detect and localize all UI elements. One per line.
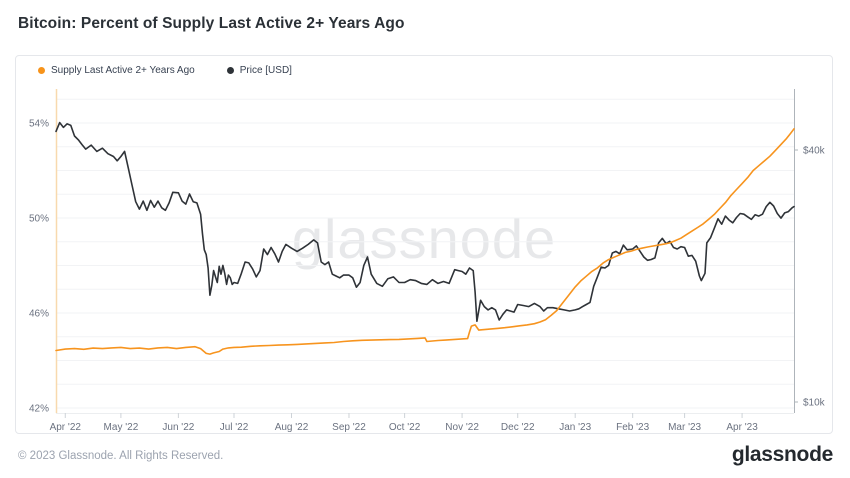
x-tick-label: Apr '23 — [726, 422, 758, 433]
x-tick-label: May '22 — [104, 422, 139, 433]
x-tick-label: Aug '22 — [275, 422, 309, 433]
y-left-tick-label: 46% — [29, 309, 49, 320]
legend-dot-price-icon — [226, 67, 234, 74]
chart-legend: Supply Last Active 2+ Years Ago Price [U… — [38, 65, 292, 76]
x-tick-label: Apr '22 — [50, 422, 82, 433]
legend-item-supply[interactable]: Supply Last Active 2+ Years Ago — [38, 65, 195, 76]
x-tick-label: Nov '22 — [445, 422, 479, 433]
x-tick-label: Jun '22 — [162, 422, 194, 433]
y-right-tick-label: $40k — [803, 146, 826, 157]
legend-dot-supply-icon — [38, 67, 45, 74]
chart-card: Supply Last Active 2+ Years Ago Price [U… — [15, 55, 833, 434]
supply-line-series — [55, 128, 795, 355]
y-left-tick-label: 42% — [29, 404, 49, 415]
y-left-tick-label: 54% — [29, 119, 49, 130]
price-line-series — [55, 121, 795, 322]
x-tick-label: Feb '23 — [616, 422, 649, 433]
y-left-tick-label: 50% — [29, 214, 49, 225]
legend-label-price: Price [USD] — [239, 65, 292, 76]
legend-item-price[interactable]: Price [USD] — [226, 65, 292, 76]
chart-canvas[interactable]: Apr '22 May '22 Jun '22 Jul '22 Aug '22 Sep '… — [16, 89, 832, 434]
footer-copyright: © 2023 Glassnode. All Rights Reserved. — [18, 450, 224, 462]
glassnode-logo: glassnode — [731, 443, 833, 466]
x-tick-label: Jul '22 — [220, 422, 249, 433]
page-title: Bitcoin: Percent of Supply Last Active 2… — [18, 15, 405, 32]
legend-label-supply: Supply Last Active 2+ Years Ago — [51, 65, 195, 76]
x-tick-label: Sep '22 — [332, 422, 366, 433]
x-tick-label: Dec '22 — [501, 422, 535, 433]
x-tick-label: Jan '23 — [559, 422, 591, 433]
x-tick-label: Mar '23 — [668, 422, 701, 433]
x-tick-label: Oct '22 — [389, 422, 421, 433]
y-right-tick-label: $10k — [803, 398, 826, 409]
